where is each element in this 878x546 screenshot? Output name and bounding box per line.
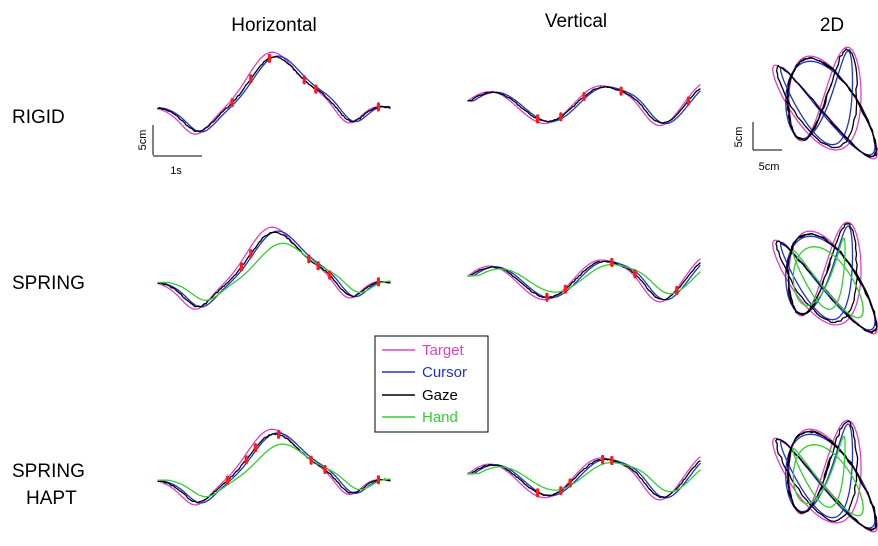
trace-2d-row2-hand (792, 435, 864, 517)
twod-horizontal-scale-label: 5cm (759, 161, 780, 173)
col-title-horizontal: Horizontal (231, 15, 317, 36)
trace-vertical-row2-cursor (467, 458, 701, 499)
legend-label-hand: Hand (422, 409, 458, 426)
trace-2d-row2-target (772, 419, 878, 533)
row-label-spring-hapt-line2: HAPT (26, 488, 77, 509)
trace-horizontal-row1-target (157, 226, 391, 310)
trace-2d-row0-cursor (779, 50, 876, 156)
trace-vertical-row2-hand (467, 461, 701, 493)
trace-vertical-row1-cursor (467, 260, 701, 301)
row-label-spring-hapt-line1: SPRING (12, 461, 85, 482)
trace-2d-row0-target (772, 46, 878, 160)
trace-horizontal-row2-gaze (157, 432, 391, 504)
row-label-spring: SPRING (12, 273, 85, 294)
trace-vertical-row1-gaze (467, 260, 701, 301)
trace-2d-row1-hand (792, 237, 864, 319)
trace-vertical-row1-hand (467, 263, 701, 295)
trace-2d-row1-cursor (779, 225, 876, 331)
trace-2d-row1-gaze (775, 223, 878, 334)
trace-2d-row0-gaze (775, 48, 878, 158)
trace-vertical-row2-target (467, 456, 701, 501)
legend-label-cursor: Cursor (422, 364, 467, 381)
trace-vertical-row1-target (467, 258, 701, 303)
row-label-rigid: RIGID (12, 107, 65, 128)
trace-vertical-row0-target (467, 84, 701, 127)
trace-horizontal-row2-target (157, 428, 391, 506)
trace-horizontal-row1-gaze (157, 231, 391, 308)
trace-horizontal-row1-hand (157, 242, 391, 301)
trace-2d-row1-target (772, 221, 878, 335)
time-scale-label: 1s (170, 165, 182, 177)
legend-box (374, 335, 489, 433)
legend-label-target: Target (422, 342, 465, 359)
twod-vertical-scale-label: 5cm (733, 127, 745, 148)
amplitude-scale-label: 5cm (137, 130, 149, 151)
col-title-2d: 2D (820, 15, 844, 36)
legend-label-gaze: Gaze (422, 387, 458, 404)
traces-layer (157, 46, 878, 533)
trace-2d-row2-cursor (779, 423, 876, 529)
trace-vertical-row2-gaze (467, 458, 701, 499)
legend: Target Cursor Gaze Hand (374, 335, 489, 433)
trace-2d-row2-gaze (775, 420, 878, 532)
trace-horizontal-row0-target (157, 51, 391, 135)
col-title-vertical: Vertical (545, 11, 607, 32)
trace-horizontal-row2-hand (157, 443, 391, 498)
trace-horizontal-row0-gaze (157, 55, 391, 132)
